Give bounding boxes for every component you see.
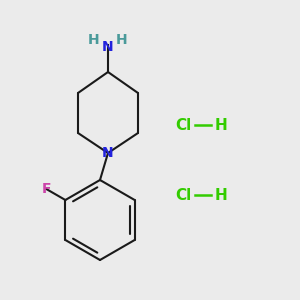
Text: H: H xyxy=(215,188,228,202)
Text: H: H xyxy=(88,33,100,47)
Text: Cl: Cl xyxy=(175,118,191,133)
Text: N: N xyxy=(102,40,114,54)
Text: F: F xyxy=(42,182,51,196)
Text: N: N xyxy=(102,146,114,160)
Text: H: H xyxy=(215,118,228,133)
Text: Cl: Cl xyxy=(175,188,191,202)
Text: H: H xyxy=(116,33,128,47)
